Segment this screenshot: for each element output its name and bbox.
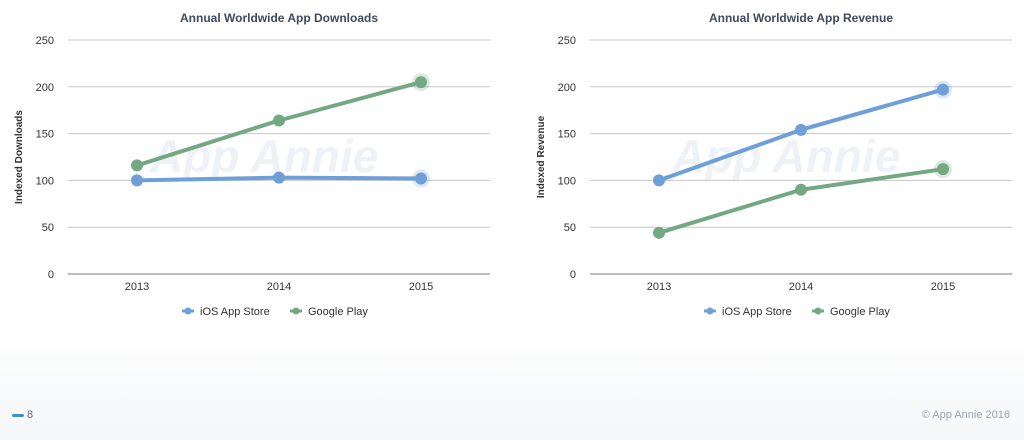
revenue-google-point-2014 [795,183,807,196]
revenue-y-axis-label: Indexed Revenue [536,115,547,198]
downloads-y-tick-50: 50 [42,222,54,234]
revenue-chart: Annual Worldwide App Revenue App Annie 0 50… [536,11,1012,318]
downloads-y-tick-250: 250 [36,35,54,47]
revenue-chart-title: Annual Worldwide App Revenue [709,11,893,25]
revenue-y-tick-250: 250 [558,35,576,47]
downloads-legend: iOS App Store Google Play [182,306,368,318]
revenue-ios-point-2014 [795,123,807,136]
revenue-x-tick-2013: 2013 [647,281,671,293]
revenue-y-tick-150: 150 [558,129,576,141]
downloads-x-tick-2013: 2013 [125,281,149,293]
revenue-y-tick-50: 50 [564,222,576,234]
downloads-ios-point-2014 [273,171,285,184]
downloads-legend-google-marker [292,307,300,315]
revenue-y-tick-200: 200 [558,82,576,94]
page-number: 8 [12,409,33,421]
revenue-y-tick-0: 0 [570,269,576,281]
downloads-x-tick-2015: 2015 [409,281,433,293]
revenue-legend: iOS App Store Google Play [704,306,890,318]
downloads-y-tick-100: 100 [36,175,54,187]
revenue-legend-ios-label: iOS App Store [722,306,792,318]
downloads-chart: Annual Worldwide App Downloads App Annie 0… [14,11,490,318]
downloads-watermark: App Annie [149,130,378,182]
downloads-x-tick-2014: 2014 [267,281,291,293]
revenue-watermark: App Annie [671,130,900,182]
downloads-legend-ios-marker [184,307,192,315]
revenue-y-tick-100: 100 [558,175,576,187]
downloads-google-point-2015 [415,76,427,89]
downloads-google-point-2014 [273,114,285,127]
page-dash-icon [12,413,24,417]
downloads-ios-point-2015 [415,172,427,185]
revenue-x-tick-2014: 2014 [789,281,813,293]
page-number-text: 8 [27,409,34,421]
revenue-google-point-2013 [653,226,665,239]
downloads-y-axis-label: Indexed Downloads [14,110,25,204]
downloads-google-point-2013 [131,159,143,172]
revenue-ios-point-2015 [937,83,949,96]
downloads-y-tick-150: 150 [36,129,54,141]
revenue-legend-google-marker [814,307,822,315]
copyright: © App Annie 2016 [921,409,1010,421]
revenue-legend-google-label: Google Play [830,306,890,318]
downloads-y-tick-0: 0 [48,269,54,281]
revenue-google-point-2015 [937,163,949,176]
revenue-ios-point-2013 [653,174,665,187]
downloads-legend-google-label: Google Play [308,306,368,318]
downloads-chart-title: Annual Worldwide App Downloads [180,11,378,25]
revenue-x-tick-2015: 2015 [931,281,955,293]
downloads-ios-point-2013 [131,174,143,187]
revenue-legend-ios-marker [706,307,714,315]
downloads-y-tick-200: 200 [36,82,54,94]
downloads-legend-ios-label: iOS App Store [200,306,270,318]
